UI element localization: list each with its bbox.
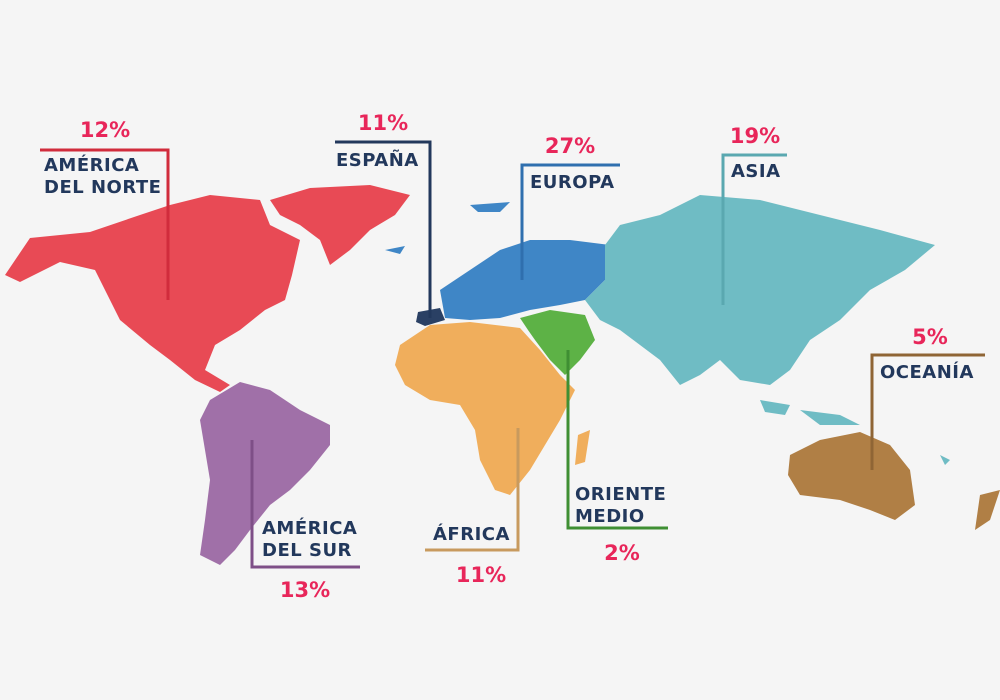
percent-africa: 11%	[455, 563, 507, 587]
label-europe: EUROPA	[530, 172, 615, 193]
region-africa	[395, 322, 575, 495]
percent-oceania: 5%	[912, 325, 948, 349]
leader-line-oceania	[870, 353, 985, 470]
leader-line-africa	[425, 428, 520, 552]
leader-line-north-america	[40, 148, 170, 300]
label-line: DEL NORTE	[44, 177, 162, 198]
label-africa: ÁFRICA	[433, 524, 510, 545]
label-asia: ASIA	[731, 161, 781, 182]
region-asia-islands	[760, 400, 950, 465]
label-north-america: AMÉRICA DEL NORTE	[44, 155, 161, 199]
label-line: AMÉRICA	[262, 518, 358, 539]
label-line: DEL SUR	[262, 540, 352, 561]
label-middle-east: ORIENTE MEDIO	[575, 484, 666, 528]
label-line: AMÉRICA	[44, 155, 140, 176]
region-oceania	[788, 432, 1000, 530]
leader-line-middle-east	[566, 350, 668, 530]
label-oceania: OCEANÍA	[880, 362, 974, 383]
region-asia	[585, 195, 935, 385]
leader-line-asia	[721, 153, 787, 305]
region-europe-islands	[385, 202, 510, 254]
label-line: ORIENTE	[575, 484, 667, 505]
leader-line-south-america	[250, 440, 360, 569]
region-north-america	[5, 195, 300, 392]
region-middle-east	[520, 310, 595, 375]
percent-north-america: 12%	[79, 118, 131, 142]
percent-spain: 11%	[357, 111, 409, 135]
percent-europe: 27%	[544, 134, 596, 158]
region-south-america	[200, 382, 330, 565]
percent-asia: 19%	[729, 124, 781, 148]
leader-line-europe	[520, 163, 620, 280]
leader-line-spain	[335, 140, 432, 318]
label-south-america: AMÉRICA DEL SUR	[262, 518, 357, 562]
label-line: MEDIO	[575, 506, 645, 527]
percent-middle-east: 2%	[604, 541, 640, 565]
region-europe	[440, 240, 610, 320]
percent-south-america: 13%	[279, 578, 331, 602]
region-madagascar	[575, 430, 590, 465]
label-spain: ESPAÑA	[336, 150, 419, 171]
region-greenland	[270, 185, 410, 265]
